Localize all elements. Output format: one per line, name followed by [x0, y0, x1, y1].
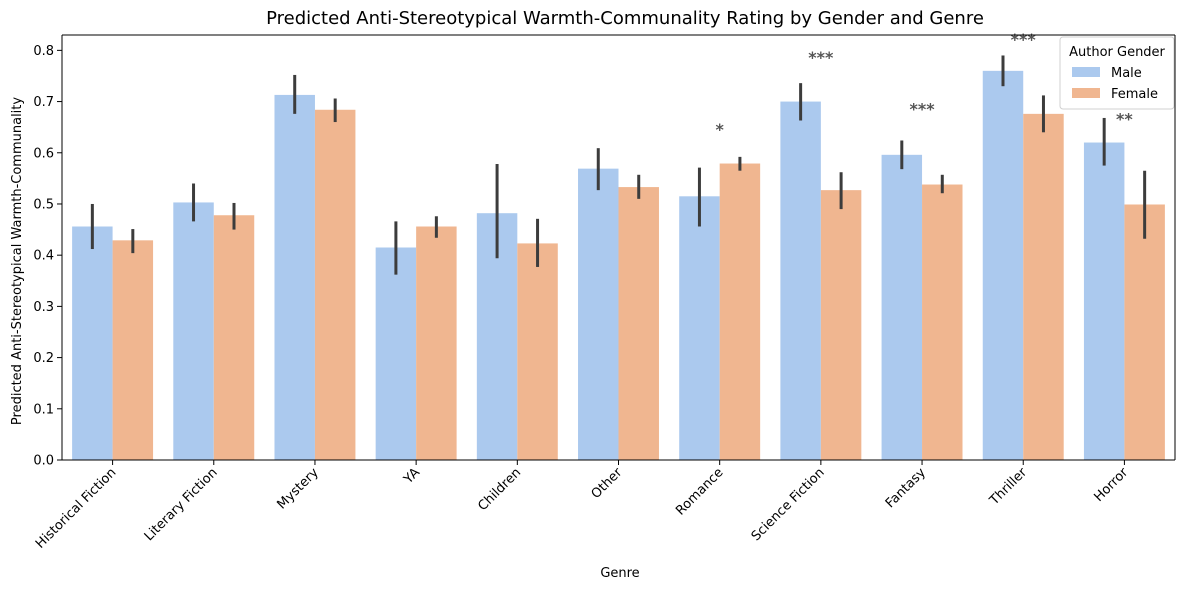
x-tick-label: Fantasy	[883, 465, 929, 511]
x-tick-label: YA	[400, 465, 423, 488]
legend-title: Author Gender	[1069, 45, 1165, 60]
bar-female-fantasy	[922, 184, 963, 460]
significance-label-science-fiction: ***	[808, 48, 834, 67]
bar-female-mystery	[314, 109, 356, 460]
significance-label-fantasy: ***	[909, 99, 935, 118]
y-tick-label: 0.5	[33, 197, 54, 212]
bar-female-historical-fiction	[112, 240, 154, 460]
x-tick-label: Romance	[673, 465, 726, 518]
bar-female-ya	[416, 226, 457, 460]
y-axis: 0.0 0.1 0.2 0.3 0.4 0.5 0.6 0.7 0.8	[33, 35, 1176, 469]
significance-label-romance: *	[715, 120, 724, 139]
bar-male-science-fiction	[780, 101, 821, 461]
y-tick-label: 0.4	[33, 249, 54, 264]
x-axis-label: Genre	[600, 566, 639, 581]
bar-female-science-fiction	[820, 190, 862, 460]
bar-female-horror	[1124, 204, 1165, 460]
x-tick-label: Science Fiction	[749, 465, 828, 544]
x-tick-label: Other	[589, 465, 626, 502]
y-tick-label: 0.1	[33, 402, 54, 417]
bar-male-mystery	[274, 94, 315, 460]
bar-female-literary-fiction	[213, 215, 255, 460]
y-tick-label: 0.3	[33, 300, 54, 315]
x-tick-label: Children	[475, 465, 524, 514]
bar-male-horror	[1083, 142, 1125, 460]
y-tick-label: 0.0	[33, 454, 54, 469]
y-tick-label: 0.8	[33, 44, 54, 59]
legend-swatch-male	[1072, 67, 1100, 77]
significance-label-horror: **	[1116, 110, 1133, 129]
x-tick-label: Literary Fiction	[142, 465, 221, 544]
x-tick-label: Historical Fiction	[33, 465, 119, 551]
bar-female-thriller	[1023, 113, 1064, 461]
bar-male-romance	[679, 196, 720, 461]
legend: Author Gender Male Female	[1059, 36, 1175, 110]
x-tick-label: Horror	[1091, 465, 1131, 505]
bar-male-thriller	[982, 70, 1024, 460]
bar-female-children	[517, 243, 558, 460]
x-tick-label: Thriller	[986, 465, 1030, 509]
y-tick-label: 0.2	[33, 351, 54, 366]
legend-label-male: Male	[1111, 66, 1142, 81]
bar-male-other	[578, 168, 619, 460]
plot-area: ************	[72, 30, 1165, 461]
bar-male-fantasy	[881, 154, 923, 460]
significance-label-thriller: ***	[1011, 30, 1037, 49]
bar-male-historical-fiction	[72, 226, 113, 460]
y-axis-label: Predicted Anti-Stereotypical Warmth-Comm…	[10, 97, 25, 425]
bar-female-other	[618, 187, 659, 460]
bar-female-romance	[719, 163, 761, 460]
bar-male-literary-fiction	[173, 202, 214, 460]
y-tick-label: 0.6	[33, 146, 54, 161]
bar-male-ya	[375, 247, 417, 460]
x-tick-label: Mystery	[275, 465, 322, 512]
legend-swatch-female	[1072, 88, 1100, 98]
y-tick-label: 0.7	[33, 95, 54, 110]
chart-title: Predicted Anti-Stereotypical Warmth-Comm…	[266, 8, 984, 29]
legend-label-female: Female	[1111, 87, 1158, 102]
